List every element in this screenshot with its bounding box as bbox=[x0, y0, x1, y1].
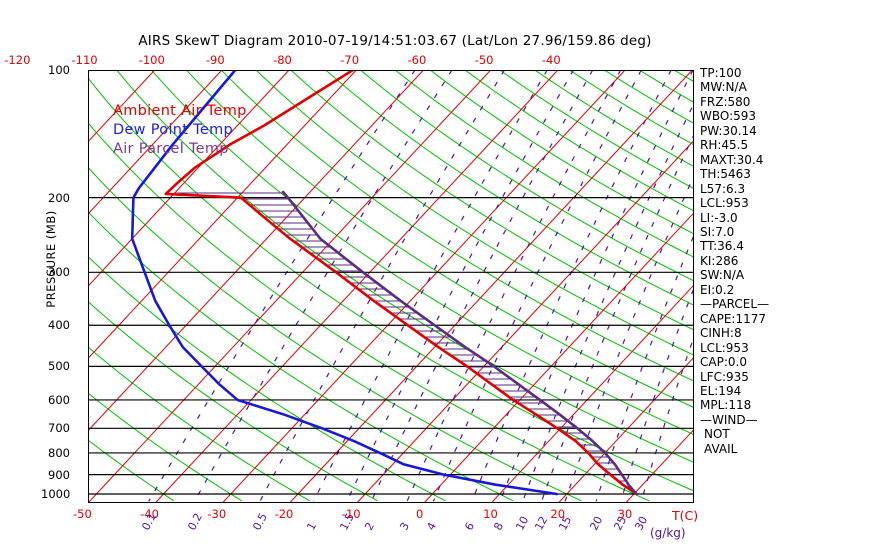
index-si-7-0: SI:7.0 bbox=[700, 224, 735, 239]
skewt-plot-svg bbox=[88, 70, 694, 503]
mixing-ratio-tick-8: 8 bbox=[490, 520, 506, 533]
index-cap-0-0: CAP:0.0 bbox=[700, 355, 747, 370]
index-th-5463: TH:5463 bbox=[700, 167, 751, 182]
mixing-ratio-tick-10: 10 bbox=[513, 514, 532, 533]
pressure-tick-500: 500 bbox=[48, 359, 70, 374]
index-rh-45-5: RH:45.5 bbox=[700, 138, 749, 153]
pressure-tick-200: 200 bbox=[48, 190, 70, 205]
pressure-tick-700: 700 bbox=[48, 421, 70, 436]
pressure-tick-800: 800 bbox=[48, 445, 70, 460]
top-temp-tick--70: -70 bbox=[340, 53, 360, 67]
pressure-tick-300: 300 bbox=[48, 265, 70, 280]
index-ki-286: KI:286 bbox=[700, 253, 739, 268]
index-pw-30-14: PW:30.14 bbox=[700, 123, 757, 138]
pressure-axis-label: PRESSURE (MB) bbox=[44, 210, 58, 308]
index-ei-0-2: EI:0.2 bbox=[700, 282, 735, 297]
bottom-temp-tick--10: -10 bbox=[341, 507, 361, 521]
index-lcl-953: LCL:953 bbox=[700, 340, 749, 355]
legend-ambient-air-temp: Ambient Air Temp bbox=[113, 103, 247, 119]
bottom-temp-tick-10: 10 bbox=[483, 507, 498, 521]
index-li-3-0: LI:-3.0 bbox=[700, 210, 738, 225]
bottom-temp-tick-0: 0 bbox=[416, 507, 424, 521]
bottom-temp-tick--20: -20 bbox=[274, 507, 294, 521]
mixing-ratio-axis-label: (g/kg) bbox=[650, 526, 686, 540]
index-avail: AVAIL bbox=[704, 441, 738, 456]
isotherm-lines bbox=[88, 70, 694, 503]
bottom-temp-tick-20: 20 bbox=[550, 507, 566, 521]
mixing-ratio-tick-3: 3 bbox=[397, 520, 413, 533]
bottom-temp-tick--30: -30 bbox=[207, 507, 227, 521]
mixing-ratio-tick-0.5: 0.5 bbox=[250, 510, 271, 533]
index-mw-n-a: MW:N/A bbox=[700, 80, 747, 95]
pressure-tick-400: 400 bbox=[48, 318, 70, 333]
pressure-tick-600: 600 bbox=[48, 392, 70, 407]
bottom-temp-tick--40: -40 bbox=[140, 507, 159, 521]
sounding-curves bbox=[130, 70, 638, 496]
index-wind: —WIND— bbox=[700, 412, 758, 427]
index-sw-n-a: SW:N/A bbox=[700, 268, 745, 283]
pressure-tick-1000: 1000 bbox=[41, 487, 71, 501]
mixing-ratio-tick-1: 1 bbox=[304, 520, 319, 533]
top-temp-tick--80: -80 bbox=[273, 53, 292, 67]
legend-dew-point-temp: Dew Point Temp bbox=[113, 122, 234, 138]
plot-area bbox=[88, 70, 694, 503]
index-tp-100: TP:100 bbox=[700, 66, 742, 80]
top-temp-tick--40: -40 bbox=[541, 53, 561, 67]
index-lfc-935: LFC:935 bbox=[700, 369, 749, 384]
index-maxt-30-4: MAXT:30.4 bbox=[700, 152, 764, 167]
mixing-ratio-tick-6: 6 bbox=[462, 520, 478, 533]
index-cinh-8: CINH:8 bbox=[700, 326, 742, 341]
index-wbo-593: WBO:593 bbox=[700, 109, 757, 124]
top-temp-tick--90: -90 bbox=[205, 53, 225, 67]
legend-air-parcel-temp: Air Parcel Temp bbox=[113, 141, 229, 157]
bottom-temp-tick--50: -50 bbox=[73, 507, 92, 521]
mixing-ratio-tick-2: 2 bbox=[361, 520, 377, 533]
mixing-ratio-tick-0.2: 0.2 bbox=[184, 510, 205, 533]
bottom-temp-tick-30: 30 bbox=[617, 507, 633, 521]
top-temp-tick--50: -50 bbox=[474, 53, 494, 67]
pressure-tick-100: 100 bbox=[48, 63, 70, 77]
plot-frame bbox=[88, 70, 694, 503]
pressure-tick-900: 900 bbox=[48, 467, 70, 482]
page-title: AIRS SkewT Diagram 2010-07-19/14:51:03.6… bbox=[138, 33, 652, 49]
index-frz-580: FRZ:580 bbox=[700, 94, 751, 109]
index-not: NOT bbox=[704, 427, 730, 442]
mixing-ratio-tick-30: 30 bbox=[632, 514, 651, 533]
index-tt-36-4: TT:36.4 bbox=[700, 239, 744, 254]
top-temp-tick--60: -60 bbox=[407, 53, 427, 67]
index-parcel: —PARCEL— bbox=[700, 297, 770, 312]
top-temp-tick--120: -120 bbox=[4, 53, 31, 67]
mixing-ratio-tick-12: 12 bbox=[532, 514, 551, 533]
top-temp-tick--100: -100 bbox=[138, 53, 165, 67]
index-cape-1177: CAPE:1177 bbox=[700, 311, 766, 326]
isobar-lines bbox=[88, 70, 694, 495]
mixing-ratio-tick-20: 20 bbox=[586, 514, 605, 533]
index-mpl-118: MPL:118 bbox=[700, 398, 752, 413]
temperature-axis-label: T(C) bbox=[672, 508, 699, 523]
index-lcl-953: LCL:953 bbox=[700, 196, 749, 211]
index-l57-6-3: L57:6.3 bbox=[700, 181, 746, 196]
index-el-194: EL:194 bbox=[700, 383, 742, 398]
top-temp-tick--110: -110 bbox=[71, 53, 98, 67]
mixing-ratio-tick-4: 4 bbox=[423, 520, 439, 533]
indices-panel: TP:100 MW:N/A FRZ:580 WBO:593 PW:30.14 RH:45.… bbox=[700, 66, 868, 456]
